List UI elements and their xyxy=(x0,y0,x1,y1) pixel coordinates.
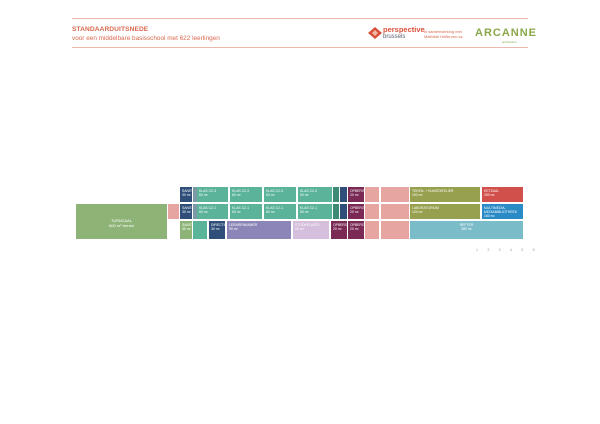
room-sanitair: sanitair30 m² xyxy=(180,221,192,239)
collaboration-line-2: Mathilde Heilbronn.ss xyxy=(424,34,463,39)
partner-logo: ARCANNE xyxy=(475,27,537,39)
pager: 1 2 3 4 5 6 xyxy=(476,248,539,252)
page-subtitle: voor een middelbare basisschool met 622 … xyxy=(72,35,220,42)
room-klas: klas c2-3 60 m² xyxy=(264,187,296,202)
room-klas: klas c2-3 60 m² xyxy=(298,187,332,202)
room-klas: klas c2-1 60 m² xyxy=(264,204,296,219)
block-pink xyxy=(381,187,409,202)
page-title: STANDAARDUITSNEDE xyxy=(72,26,149,33)
room-opberging: opberging20 m² xyxy=(348,204,364,219)
top-rule xyxy=(72,18,528,19)
block-pink xyxy=(365,221,379,239)
room-klas: klas c2-1 60 m² xyxy=(230,204,262,219)
room-lerarenkamer: lerarenkamer 90 m² xyxy=(227,221,291,239)
room-directie: directie30 m² xyxy=(209,221,225,239)
room-klas: klas c2-1 60 m² xyxy=(197,204,228,219)
room-small-navy xyxy=(340,204,347,219)
perspective-logo-sub: brussels xyxy=(383,34,406,40)
room-mediabibliotheek: multimedia- mediabibliotheek 160 m² xyxy=(482,204,523,219)
room-opberging: opberging20 m² xyxy=(348,221,364,239)
header-bottom-rule xyxy=(72,47,528,48)
room-small-gray xyxy=(193,187,197,202)
room-klas: klas c2-1 60 m² xyxy=(298,204,332,219)
room-stookplaats: stookplaats 60 m² xyxy=(293,221,329,239)
room-small-green xyxy=(333,204,339,219)
perspective-logo-icon xyxy=(368,27,382,39)
room-small-green xyxy=(193,221,207,239)
room-klas: klas c2-3 60 m² xyxy=(197,187,228,202)
block-pink xyxy=(365,204,379,219)
room-small-gray xyxy=(193,204,197,219)
room-laboratorium: laboratorium 120 m² xyxy=(410,204,480,219)
room-small-navy xyxy=(340,187,347,202)
room-opberging: opberging20 m² xyxy=(348,187,364,202)
block-pink xyxy=(365,187,379,202)
room-small-green xyxy=(333,187,339,202)
room-sanitair: sanitair30 m² xyxy=(180,187,192,202)
partner-logo-sub: architecten xyxy=(502,40,517,44)
room-turnzaal: turnzaal 600 m² terrain xyxy=(76,204,167,239)
room-opberging: opberging20 m² xyxy=(331,221,347,239)
room-tekenatelier: teken- + kunstatelier 100 m² xyxy=(410,187,480,202)
room-refter: refter 280 m² xyxy=(410,221,523,239)
room-klas: klas c2-3 60 m² xyxy=(230,187,262,202)
collaboration-line-1: in samenwerking met xyxy=(424,29,462,34)
room-eetzaal: eetzaal 250 m² xyxy=(482,187,523,202)
block-pink-gym xyxy=(168,204,179,219)
collaboration-note: in samenwerking met Mathilde Heilbronn.s… xyxy=(424,29,462,39)
block-pink xyxy=(381,204,409,219)
block-pink xyxy=(381,221,409,239)
perspective-logo-text: perspective xyxy=(383,25,425,34)
room-sanitair: sanitair30 m² xyxy=(180,204,192,219)
